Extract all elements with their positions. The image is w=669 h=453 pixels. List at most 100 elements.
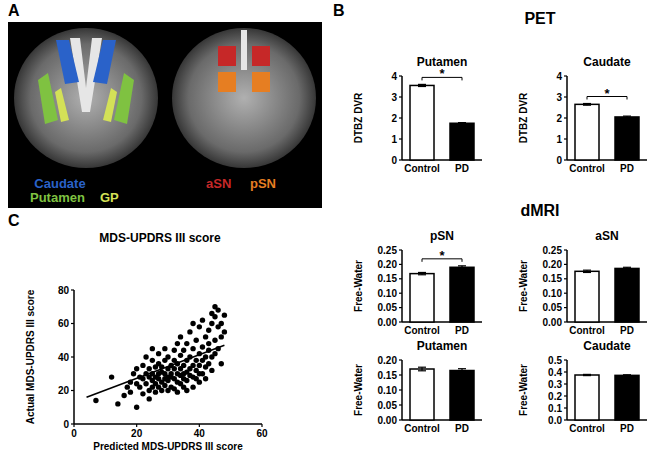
x-tick [73, 424, 74, 427]
chart-title: Putamen [417, 339, 468, 353]
bars [575, 104, 639, 160]
error-cap [418, 272, 426, 273]
scatter-point [190, 346, 195, 351]
scatter-point [162, 383, 167, 388]
y-tick-label: 0.4 [548, 367, 562, 378]
error-cap [583, 103, 591, 104]
scatter-point [212, 338, 217, 343]
y-tick-label: 0.00 [378, 415, 398, 426]
y-tick-label: 1 [391, 134, 397, 145]
y-tick-label: 2 [556, 113, 562, 124]
y-tick [399, 159, 402, 160]
y-tick [71, 323, 74, 324]
scatter-point [219, 334, 224, 339]
caudate-region [56, 40, 79, 84]
scatter-point [150, 358, 155, 363]
error-cap [458, 265, 466, 266]
bar [410, 369, 434, 420]
scatter-point [147, 396, 152, 401]
bar-chart: PutamenFree-Water0.000.050.100.150.20Con… [353, 339, 482, 434]
scatter-point [190, 384, 195, 389]
brain-image-striatum [14, 28, 158, 168]
y-tick [564, 359, 567, 360]
bar [450, 123, 474, 160]
error-cap [458, 372, 466, 373]
scatter-point [147, 366, 152, 371]
y-tick [564, 96, 567, 97]
section-heading: PET [524, 10, 555, 27]
scatter-point [203, 376, 208, 381]
error-cap [458, 123, 466, 124]
brain-image-midbrain [172, 28, 316, 168]
image-background [8, 22, 322, 208]
region-label: GP [100, 190, 119, 205]
error-cap [623, 267, 631, 268]
y-tick [399, 138, 402, 139]
category-label: Control [404, 325, 440, 336]
y-tick [564, 293, 567, 294]
error-cap [583, 105, 591, 106]
bar [575, 104, 599, 160]
x-tick-label: 0 [71, 428, 77, 439]
error-bar [458, 123, 466, 124]
y-tick-label: 0.05 [378, 400, 398, 411]
y-tick-label: 0.1 [548, 403, 562, 414]
bar-chart: pSNFree-Water0.000.050.100.150.200.25Con… [353, 229, 482, 336]
scatter-point [194, 358, 199, 363]
y-tick [71, 390, 74, 391]
error-cap [418, 84, 426, 85]
y-tick-label: 3 [391, 92, 397, 103]
y-tick [71, 289, 74, 290]
y-tick [564, 138, 567, 139]
chart-title: MDS-UPDRS III score [99, 231, 221, 245]
y-tick-label: 0.15 [378, 273, 398, 284]
psn-region [218, 72, 236, 92]
y-tick [399, 75, 402, 76]
x-tick [136, 424, 137, 427]
y-tick-label: 0.15 [378, 370, 398, 381]
error-cap [418, 367, 426, 368]
scatter-point [159, 388, 164, 393]
scatter-point [115, 401, 120, 406]
bar [615, 375, 639, 420]
y-tick-label: 0 [556, 155, 562, 166]
asn-region [252, 46, 270, 66]
scatter-point [93, 398, 98, 403]
y-tick [399, 293, 402, 294]
y-tick-label: 1 [556, 134, 562, 145]
error-cap [458, 368, 466, 369]
error-bar [583, 374, 591, 375]
error-bar [583, 270, 591, 272]
y-tick [564, 117, 567, 118]
putamen-region [38, 73, 58, 124]
y-tick-label: 0.15 [543, 273, 563, 284]
y-tick-label: 0.5 [548, 355, 562, 366]
y-tick-label: 80 [58, 285, 70, 296]
y-tick [564, 75, 567, 76]
error-cap [583, 270, 591, 271]
panel-label: A [8, 2, 20, 19]
significance-label: * [439, 66, 445, 81]
scatter-point [125, 384, 130, 389]
y-tick [564, 249, 567, 250]
significance-label: * [604, 86, 610, 101]
scatter-point [197, 363, 202, 368]
axis-label: DTBZ DVR [518, 92, 529, 143]
y-tick [399, 278, 402, 279]
y-tick-label: 4 [556, 71, 562, 82]
x-tick-label: 40 [194, 428, 206, 439]
scatter-point [209, 368, 214, 373]
scatter-point [212, 314, 217, 319]
scatter-point [165, 354, 170, 359]
panel-label: B [333, 2, 345, 19]
y-tick-label: 3 [556, 92, 562, 103]
gp-region [103, 88, 117, 122]
y-tick [564, 407, 567, 408]
y-tick [564, 264, 567, 265]
scatter-point [181, 363, 186, 368]
bar [410, 85, 434, 160]
scatter-point [187, 329, 192, 334]
axis-label: Predicted MDS-UPDRS III score [93, 441, 243, 452]
error-bar [623, 375, 631, 376]
y-tick-label: 4 [391, 71, 397, 82]
